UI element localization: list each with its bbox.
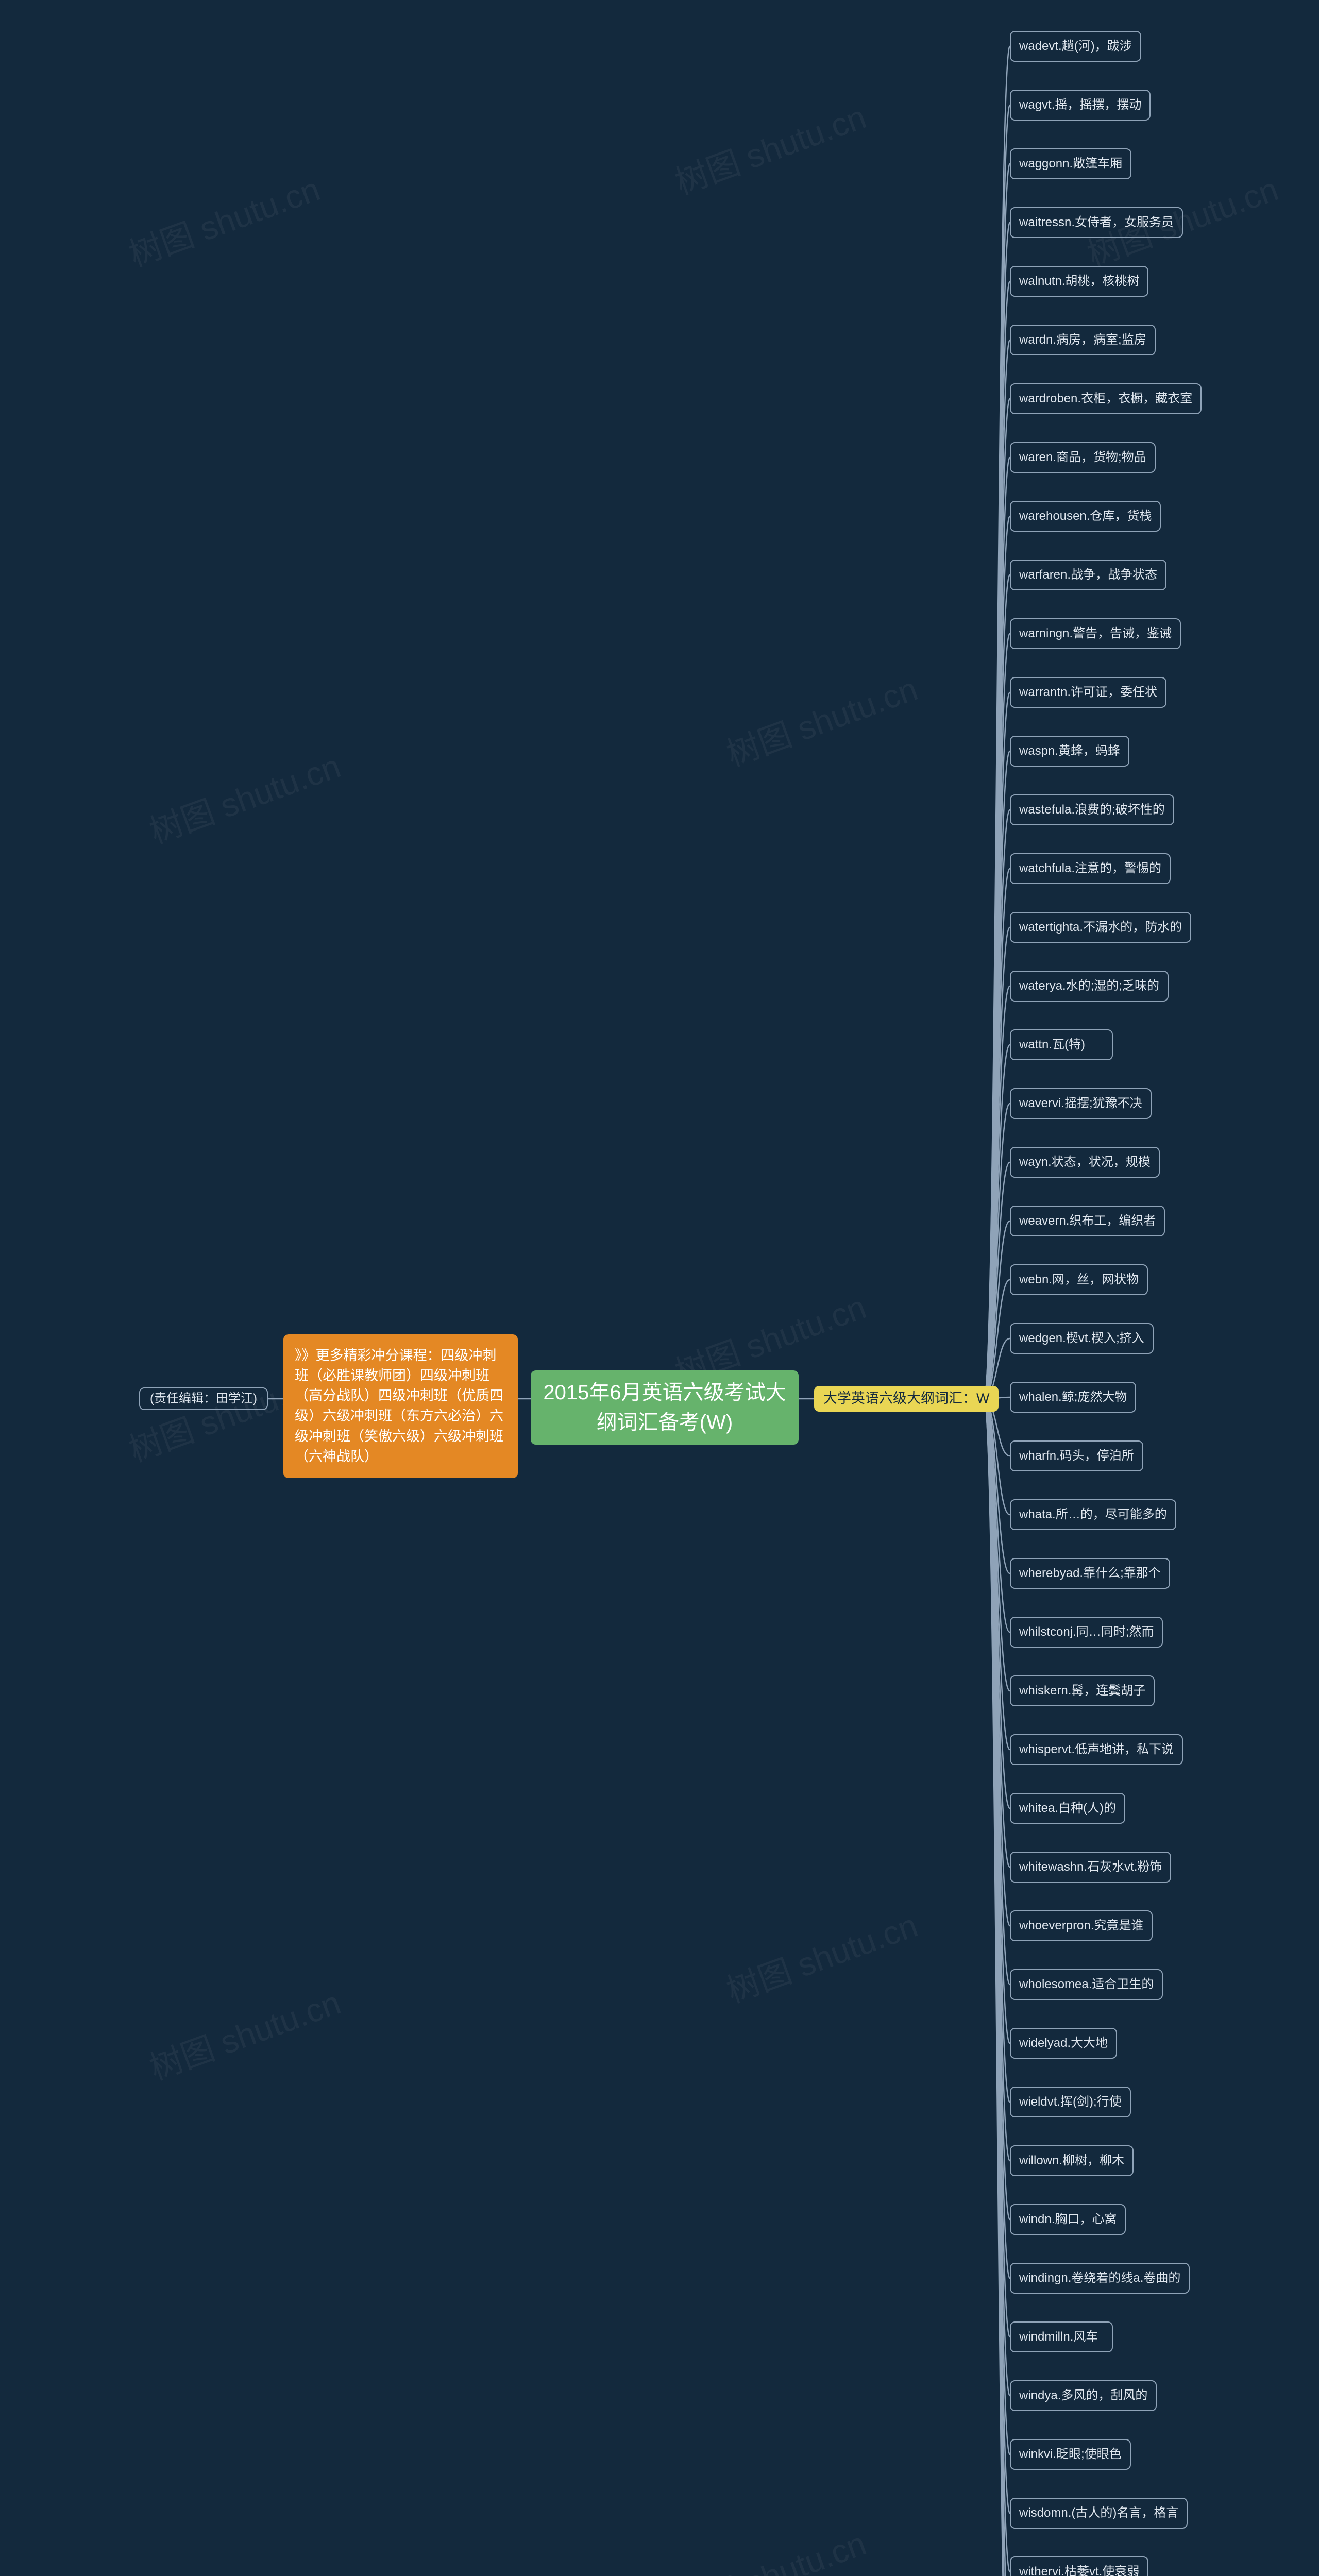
vocab-leaf: wholesomea.适合卫生的: [1010, 1969, 1163, 2000]
watermark: 树图 shutu.cn: [142, 740, 346, 853]
vocab-leaf: whispervt.低声地讲，私下说: [1010, 1734, 1183, 1765]
vocab-leaf: watertighta.不漏水的，防水的: [1010, 912, 1191, 943]
vocab-leaf: waspn.黄蜂，蚂蜂: [1010, 736, 1129, 767]
root-node: 2015年6月英语六级考试大纲词汇备考(W): [531, 1370, 799, 1445]
vocab-leaf: waitressn.女侍者，女服务员: [1010, 207, 1183, 238]
vocab-leaf: wharfn.码头，停泊所: [1010, 1440, 1143, 1471]
vocab-leaf: wattn.瓦(特): [1010, 1029, 1113, 1060]
vocab-leaf: webn.网，丝，网状物: [1010, 1264, 1148, 1295]
left-leaf-node: (责任编辑：田学江): [139, 1387, 268, 1410]
watermark: 树图 shutu.cn: [719, 663, 923, 775]
left-branch-node: 》》更多精彩冲分课程：四级冲刺班（必胜课教师团）四级冲刺班（高分战队）四级冲刺班…: [283, 1334, 518, 1478]
vocab-leaf: wardn.病房，病室;监房: [1010, 325, 1156, 355]
right-branch-node: 大学英语六级大纲词汇：W: [814, 1386, 999, 1412]
vocab-leaf: warningn.警告，告诫，鉴诫: [1010, 618, 1181, 649]
watermark: 树图 shutu.cn: [122, 163, 326, 276]
vocab-leaf: wadevt.趟(河)，跋涉: [1010, 31, 1141, 62]
vocab-leaf: whalen.鲸;庞然大物: [1010, 1382, 1136, 1413]
vocab-leaf: widelyad.大大地: [1010, 2028, 1117, 2059]
vocab-leaf: whilstconj.同…同时;然而: [1010, 1617, 1163, 1648]
vocab-leaf: warrantn.许可证，委任状: [1010, 677, 1166, 708]
watermark: 树图 shutu.cn: [142, 1976, 346, 2089]
vocab-leaf: waggonn.敞篷车厢: [1010, 148, 1131, 179]
watermark: 树图 shutu.cn: [719, 1899, 923, 2012]
vocab-leaf: windingn.卷绕着的线a.卷曲的: [1010, 2263, 1190, 2294]
vocab-leaf: wardroben.衣柜，衣橱，藏衣室: [1010, 383, 1202, 414]
vocab-leaf: windmilln.风车: [1010, 2321, 1113, 2352]
vocab-leaf: whitewashn.石灰水vt.粉饰: [1010, 1852, 1171, 1883]
watermark: 树图 shutu.cn: [668, 2517, 872, 2576]
vocab-leaf: wayn.状态，状况，规模: [1010, 1147, 1160, 1178]
vocab-leaf: walnutn.胡桃，核桃树: [1010, 266, 1148, 297]
vocab-leaf: winkvi.眨眼;使眼色: [1010, 2439, 1131, 2470]
watermark: 树图 shutu.cn: [668, 91, 872, 204]
vocab-leaf: wherebyad.靠什么;靠那个: [1010, 1558, 1170, 1589]
vocab-leaf: windya.多风的，刮风的: [1010, 2380, 1157, 2411]
vocab-leaf: willown.柳树，柳木: [1010, 2145, 1134, 2176]
vocab-leaf: wagvt.摇，摇摆，摆动: [1010, 90, 1151, 121]
vocab-leaf: wavervi.摇摆;犹豫不决: [1010, 1088, 1152, 1119]
vocab-leaf: watchfula.注意的，警惕的: [1010, 853, 1171, 884]
vocab-leaf: wieldvt.挥(剑);行使: [1010, 2087, 1131, 2117]
mindmap-canvas: 树图 shutu.cn 树图 shutu.cn 树图 shutu.cn 树图 s…: [0, 0, 1319, 2576]
vocab-leaf: wastefula.浪费的;破坏性的: [1010, 794, 1174, 825]
vocab-leaf: withervi.枯萎vt.使衰弱: [1010, 2556, 1148, 2576]
vocab-leaf: waterya.水的;湿的;乏味的: [1010, 971, 1169, 1002]
vocab-leaf: whata.所…的，尽可能多的: [1010, 1499, 1176, 1530]
vocab-leaf: warehousen.仓库，货栈: [1010, 501, 1161, 532]
vocab-leaf: whoeverpron.究竟是谁: [1010, 1910, 1153, 1941]
vocab-leaf: wisdomn.(古人的)名言，格言: [1010, 2498, 1188, 2529]
vocab-leaf: whitea.白种(人)的: [1010, 1793, 1125, 1824]
vocab-leaf: windn.胸口，心窝: [1010, 2204, 1126, 2235]
vocab-leaf: weavern.织布工，编织者: [1010, 1206, 1165, 1236]
vocab-leaf: whiskern.髯，连鬓胡子: [1010, 1675, 1155, 1706]
vocab-leaf: warfaren.战争，战争状态: [1010, 560, 1166, 590]
vocab-leaf: waren.商品，货物;物品: [1010, 442, 1156, 473]
vocab-leaf: wedgen.楔vt.楔入;挤入: [1010, 1323, 1154, 1354]
